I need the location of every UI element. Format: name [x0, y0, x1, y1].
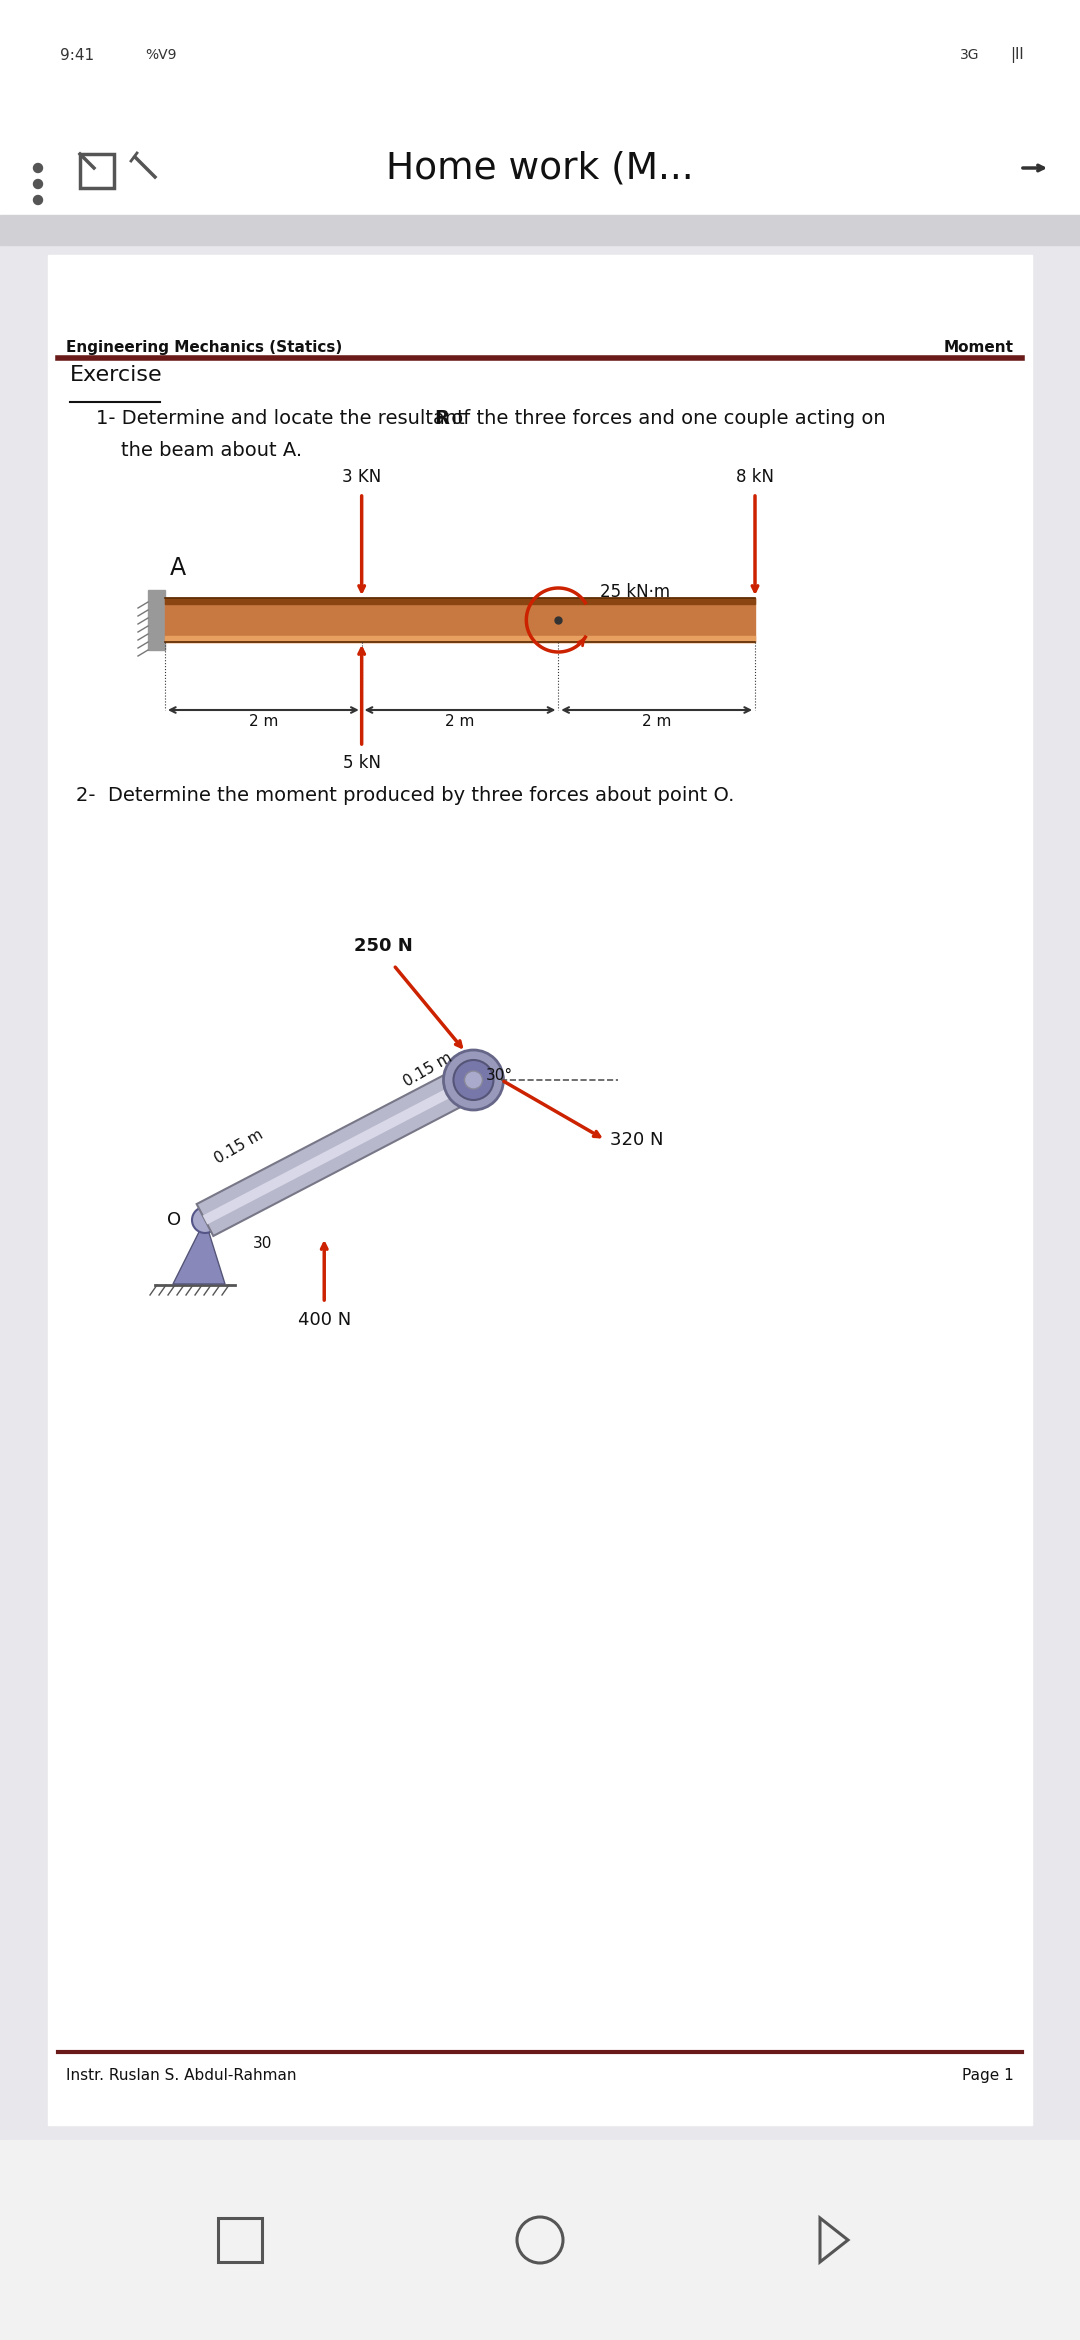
Text: O: O	[167, 1212, 181, 1229]
Bar	[48, 255, 1032, 2125]
Polygon shape	[203, 1076, 476, 1224]
Bar	[165, 599, 755, 641]
Text: Engineering Mechanics (Statics): Engineering Mechanics (Statics)	[66, 339, 342, 356]
Circle shape	[444, 1051, 503, 1109]
Bar	[0, 0, 1080, 119]
Text: 8 kN: 8 kN	[735, 468, 774, 487]
Text: 2 m: 2 m	[248, 714, 278, 730]
Circle shape	[33, 197, 42, 204]
Text: %V9: %V9	[145, 49, 176, 61]
Text: 0.15 m: 0.15 m	[212, 1128, 266, 1168]
Text: Moment: Moment	[944, 339, 1014, 356]
Bar	[165, 636, 755, 641]
Text: of the three forces and one couple acting on: of the three forces and one couple actin…	[445, 410, 886, 428]
Circle shape	[454, 1060, 494, 1100]
Text: 30: 30	[253, 1236, 272, 1250]
Circle shape	[192, 1207, 218, 1233]
Bar	[0, 2141, 1080, 2340]
Text: 320 N: 320 N	[610, 1130, 664, 1149]
Bar	[218, 2218, 262, 2263]
Text: 25 kN·m: 25 kN·m	[600, 583, 671, 601]
Text: 1- Determine and locate the resultant: 1- Determine and locate the resultant	[96, 410, 471, 428]
Text: 400 N: 400 N	[298, 1310, 351, 1329]
Circle shape	[33, 164, 42, 173]
Text: 2 m: 2 m	[445, 714, 475, 730]
Text: Home work (M...: Home work (M...	[387, 150, 693, 185]
Text: |ll: |ll	[1010, 47, 1024, 63]
Text: Page 1: Page 1	[962, 2069, 1014, 2083]
Text: 30°: 30°	[486, 1067, 513, 1083]
Text: the beam about A.: the beam about A.	[96, 440, 302, 461]
Text: 0.15 m: 0.15 m	[402, 1051, 455, 1090]
Text: 250 N: 250 N	[354, 936, 413, 955]
Circle shape	[464, 1072, 483, 1088]
Bar	[165, 599, 755, 604]
Text: 3G: 3G	[960, 49, 980, 61]
Text: 2 m: 2 m	[642, 714, 672, 730]
Text: 5 kN: 5 kN	[342, 753, 380, 772]
Text: Instr. Ruslan S. Abdul-Rahman: Instr. Ruslan S. Abdul-Rahman	[66, 2069, 297, 2083]
Text: Exercise: Exercise	[70, 365, 163, 386]
Bar	[0, 215, 1080, 246]
Text: R: R	[434, 410, 449, 428]
Text: 2-  Determine the moment produced by three forces about point O.: 2- Determine the moment produced by thre…	[76, 786, 734, 805]
Circle shape	[33, 180, 42, 190]
Polygon shape	[173, 1219, 225, 1285]
Polygon shape	[197, 1065, 482, 1236]
Bar	[0, 119, 1080, 215]
Text: 9:41: 9:41	[60, 47, 94, 63]
Text: A: A	[170, 557, 186, 580]
Bar	[148, 590, 165, 651]
Text: 3 KN: 3 KN	[342, 468, 381, 487]
Bar	[80, 154, 114, 187]
